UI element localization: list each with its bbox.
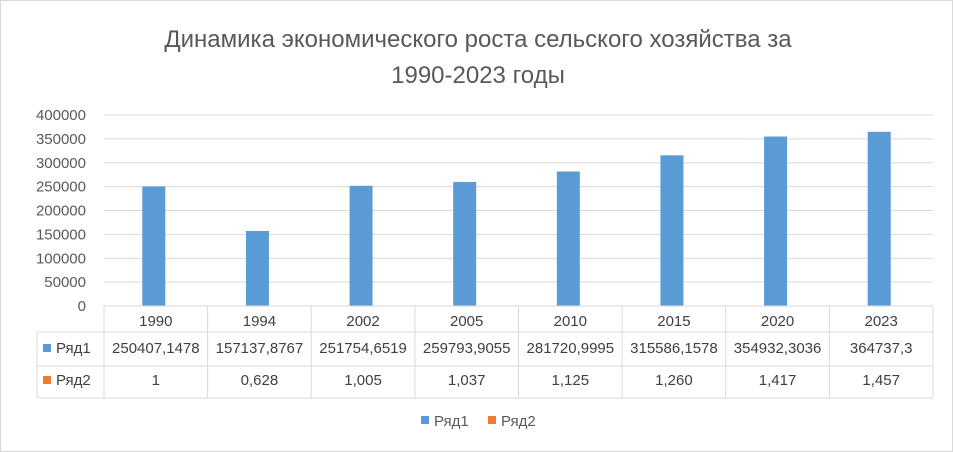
data-label: 1,125 — [552, 372, 590, 389]
legend-key-Ряд1 — [421, 416, 429, 424]
data-label: 259793,9055 — [423, 340, 511, 357]
data-label: 251754,6519 — [319, 340, 407, 357]
data-label: 281720,9995 — [527, 340, 615, 357]
data-label: 1,260 — [655, 372, 693, 389]
data-label: 0,628 — [241, 372, 279, 389]
y-axis-ticks: 0 50000 100000 150000 200000 250000 300000 3500… — [36, 107, 86, 315]
bar-Ряд1-2005 — [453, 181, 477, 306]
y-tick-label: 100000 — [36, 250, 86, 267]
y-tick-label: 350000 — [36, 131, 86, 148]
bar-Ряд1-2010 — [556, 171, 580, 306]
x-tick-label: 2002 — [346, 313, 379, 330]
bar-Ряд1-2002 — [349, 185, 373, 306]
y-tick-label: 50000 — [44, 274, 86, 291]
data-label: 1,417 — [759, 372, 797, 389]
legend-key-Ряд2 — [488, 416, 496, 424]
y-tick-label: 250000 — [36, 179, 86, 196]
legend: Ряд1 Ряд2 — [421, 413, 536, 430]
y-tick-label: 0 — [78, 298, 86, 315]
table-series-name: Ряд2 — [56, 372, 91, 389]
x-tick-label: 1990 — [139, 313, 172, 330]
y-tick-label: 400000 — [36, 107, 86, 124]
table-series-name: Ряд1 — [56, 340, 91, 357]
chart-title-line-2: 1990-2023 годы — [391, 62, 565, 89]
data-label: 364737,3 — [850, 340, 913, 357]
bar-Ряд1-2023 — [867, 131, 891, 306]
legend-label: Ряд2 — [501, 413, 536, 430]
table-legend-key-Ряд2 — [43, 376, 51, 384]
x-tick-label: 2015 — [657, 313, 690, 330]
data-label: 157137,8767 — [216, 340, 304, 357]
data-label: 1,457 — [862, 372, 900, 389]
bar-Ряд1-1994 — [245, 230, 269, 306]
x-tick-label: 2020 — [761, 313, 794, 330]
chart-title-line-1: Динамика экономического роста сельского … — [164, 26, 792, 53]
data-label: 1,005 — [344, 372, 382, 389]
data-label: 250407,1478 — [112, 340, 200, 357]
legend-label: Ряд1 — [434, 413, 469, 430]
bar-Ряд1-2020 — [764, 136, 788, 306]
x-tick-label: 1994 — [243, 313, 276, 330]
data-table: 1990 1994 2002 2005 2010 2015 2020 2023 Ряд1 2504… — [36, 305, 934, 399]
data-label: 1 — [152, 372, 160, 389]
x-tick-label: 2023 — [865, 313, 898, 330]
bar-Ряд1-2015 — [660, 155, 684, 306]
bars — [142, 131, 914, 306]
data-label: 315586,1578 — [630, 340, 718, 357]
data-label: 1,037 — [448, 372, 486, 389]
y-tick-label: 150000 — [36, 226, 86, 243]
y-tick-label: 200000 — [36, 203, 86, 220]
data-label: 354932,3036 — [734, 340, 822, 357]
x-tick-label: 2005 — [450, 313, 483, 330]
table-legend-key-Ряд1 — [43, 344, 51, 352]
x-tick-label: 2010 — [554, 313, 587, 330]
bar-Ряд1-1990 — [142, 186, 166, 306]
gridlines — [104, 114, 933, 283]
y-tick-label: 300000 — [36, 155, 86, 172]
